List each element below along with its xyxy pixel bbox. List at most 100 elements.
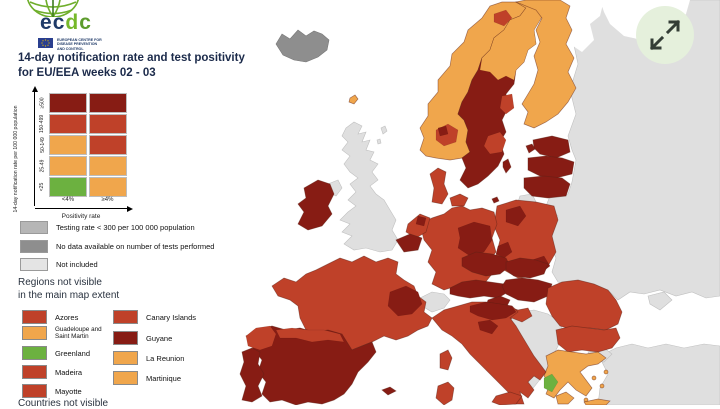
region-label-greenland: Greenland bbox=[55, 348, 91, 358]
region-item-guadeloupe: Guadeloupe and Saint Martin bbox=[22, 326, 117, 341]
map-region-greece-peloponnese bbox=[555, 391, 575, 405]
region-label-guadeloupe: Guadeloupe and Saint Martin bbox=[55, 326, 102, 341]
map-region-turkey bbox=[597, 343, 720, 405]
map-region-romania bbox=[545, 279, 623, 331]
expand-button[interactable] bbox=[636, 6, 694, 64]
map-region-belgium bbox=[395, 233, 423, 253]
matrix-cell-r4c0 bbox=[49, 177, 87, 197]
map-region-ireland bbox=[297, 179, 335, 231]
map-region-gotland bbox=[502, 158, 512, 174]
map-region-portugal bbox=[239, 347, 265, 403]
map-region-uk bbox=[339, 121, 399, 253]
legend-y-axis-line bbox=[34, 92, 36, 206]
region-swatch-martinique bbox=[113, 371, 138, 385]
map-region-denmark bbox=[429, 167, 449, 205]
map-region-bornholm bbox=[491, 196, 500, 204]
map-region-estonian-islands bbox=[525, 143, 536, 154]
matrix-cell-r0c0 bbox=[49, 93, 87, 113]
region-swatch-canary-islands bbox=[113, 310, 138, 324]
legend-x-axis-arrow-icon bbox=[127, 205, 133, 212]
matrix-cell-r0c1 bbox=[88, 93, 127, 113]
map-region-denmark-islands bbox=[449, 193, 469, 207]
ecdc-letter: d bbox=[65, 11, 80, 34]
map-region-austria bbox=[449, 279, 509, 299]
matrix-cell-r2c1 bbox=[88, 135, 127, 155]
legend-x-axis-label: Positivity rate bbox=[61, 213, 101, 220]
map-region-lithuania bbox=[523, 175, 571, 199]
region-label-canary-islands: Canary Islands bbox=[146, 312, 197, 322]
map-region-slovakia bbox=[505, 257, 549, 279]
eu-flag-icon bbox=[38, 38, 53, 48]
expand-arrows-icon bbox=[649, 19, 681, 51]
matrix-cell-r1c0 bbox=[49, 114, 87, 134]
regions-title-line-2: in the main map extent bbox=[18, 289, 120, 301]
legend-row-label-2: 50-149 bbox=[39, 136, 46, 153]
region-item-guyane: Guyane bbox=[113, 331, 172, 345]
legend-col-label-1: ≥4% bbox=[101, 197, 114, 203]
map-region-bulgaria bbox=[555, 325, 621, 353]
matrix-cell-r2c0 bbox=[49, 135, 87, 155]
region-label-mayotte: Mayotte bbox=[55, 386, 82, 396]
map-region-balearics bbox=[381, 386, 397, 396]
status-swatch-not-included bbox=[20, 258, 48, 271]
map-region-norway-oslo-dark bbox=[437, 125, 449, 137]
region-swatch-greenland bbox=[22, 346, 47, 360]
map-region-hungary bbox=[501, 277, 553, 303]
map-region-estonia bbox=[532, 135, 571, 159]
status-label-low-testing: Testing rate < 300 per 100 000 populatio… bbox=[56, 223, 195, 232]
map-region-france-east-dark bbox=[387, 285, 423, 317]
region-swatch-guadeloupe bbox=[22, 326, 47, 341]
map-region-aegean-island-1 bbox=[591, 375, 597, 381]
region-label-la-reunion: La Reunion bbox=[146, 353, 185, 363]
map-region-galicia bbox=[245, 325, 277, 351]
map-region-greece bbox=[543, 349, 607, 399]
region-item-azores: Azores bbox=[22, 310, 78, 324]
ecdc-letter: c bbox=[79, 11, 92, 34]
map-region-poland-dark-1 bbox=[505, 205, 527, 227]
map-region-czechia bbox=[461, 251, 511, 277]
region-item-mayotte: Mayotte bbox=[22, 384, 82, 398]
ecdc-logo-wordmark: ecdc bbox=[40, 11, 92, 35]
map-region-italy-central bbox=[477, 319, 499, 335]
map-region-sardinia bbox=[435, 381, 455, 405]
regions-title-line-1: Regions not visible bbox=[18, 277, 102, 288]
region-swatch-azores bbox=[22, 310, 47, 324]
status-legend-row-testing: Testing rate < 300 per 100 000 populatio… bbox=[20, 221, 195, 234]
region-swatch-guyane bbox=[113, 331, 138, 345]
matrix-cell-r3c0 bbox=[49, 156, 87, 176]
map-region-aegean-island-4 bbox=[603, 369, 609, 375]
status-label-no-data: No data available on number of tests per… bbox=[56, 242, 215, 251]
page-title: 14-day notification rate and test positi… bbox=[18, 51, 248, 81]
map-region-poland-dark-3 bbox=[495, 241, 513, 259]
legend-x-axis-line bbox=[35, 208, 127, 210]
map-region-sweden-coast-patch bbox=[499, 93, 515, 115]
region-label-madeira: Madeira bbox=[55, 367, 83, 377]
region-item-canary-islands: Canary Islands bbox=[113, 310, 196, 324]
matrix-cell-r1c1 bbox=[88, 114, 127, 134]
map-region-norway-troms bbox=[493, 9, 513, 27]
region-item-madeira: Madeira bbox=[22, 365, 82, 379]
legend-col-label-0: <4% bbox=[61, 197, 75, 203]
region-item-greenland: Greenland bbox=[22, 346, 90, 360]
map-region-russia-belarus-ukraine bbox=[545, 0, 720, 301]
status-swatch-low-testing bbox=[20, 221, 48, 234]
title-line-2: for EU/EEA weeks 02 - 03 bbox=[18, 67, 156, 79]
ecdc-letter: c bbox=[52, 11, 66, 34]
risk-matrix-legend bbox=[49, 93, 127, 197]
status-swatch-no-data bbox=[20, 240, 48, 253]
region-item-martinique: Martinique bbox=[113, 371, 181, 385]
map-region-greece-epirus-green bbox=[543, 373, 559, 393]
status-legend-row-no-data: No data available on number of tests per… bbox=[20, 240, 214, 253]
map-region-corsica bbox=[439, 349, 453, 371]
map-region-netherlands-dark bbox=[415, 215, 427, 227]
status-label-not-included: Not included bbox=[56, 260, 98, 269]
region-label-azores: Azores bbox=[55, 312, 79, 322]
map-region-italy-northeast bbox=[469, 301, 517, 321]
map-region-aegean-island-2 bbox=[599, 383, 605, 389]
title-line-1: 14-day notification rate and test positi… bbox=[18, 52, 245, 64]
countries-not-visible-heading: Countries not visible bbox=[18, 398, 109, 409]
map-region-iceland bbox=[275, 29, 330, 63]
region-label-martinique: Martinique bbox=[146, 373, 182, 383]
ecdc-logo-subtext: European Centre for Disease Prevention a… bbox=[57, 38, 102, 51]
